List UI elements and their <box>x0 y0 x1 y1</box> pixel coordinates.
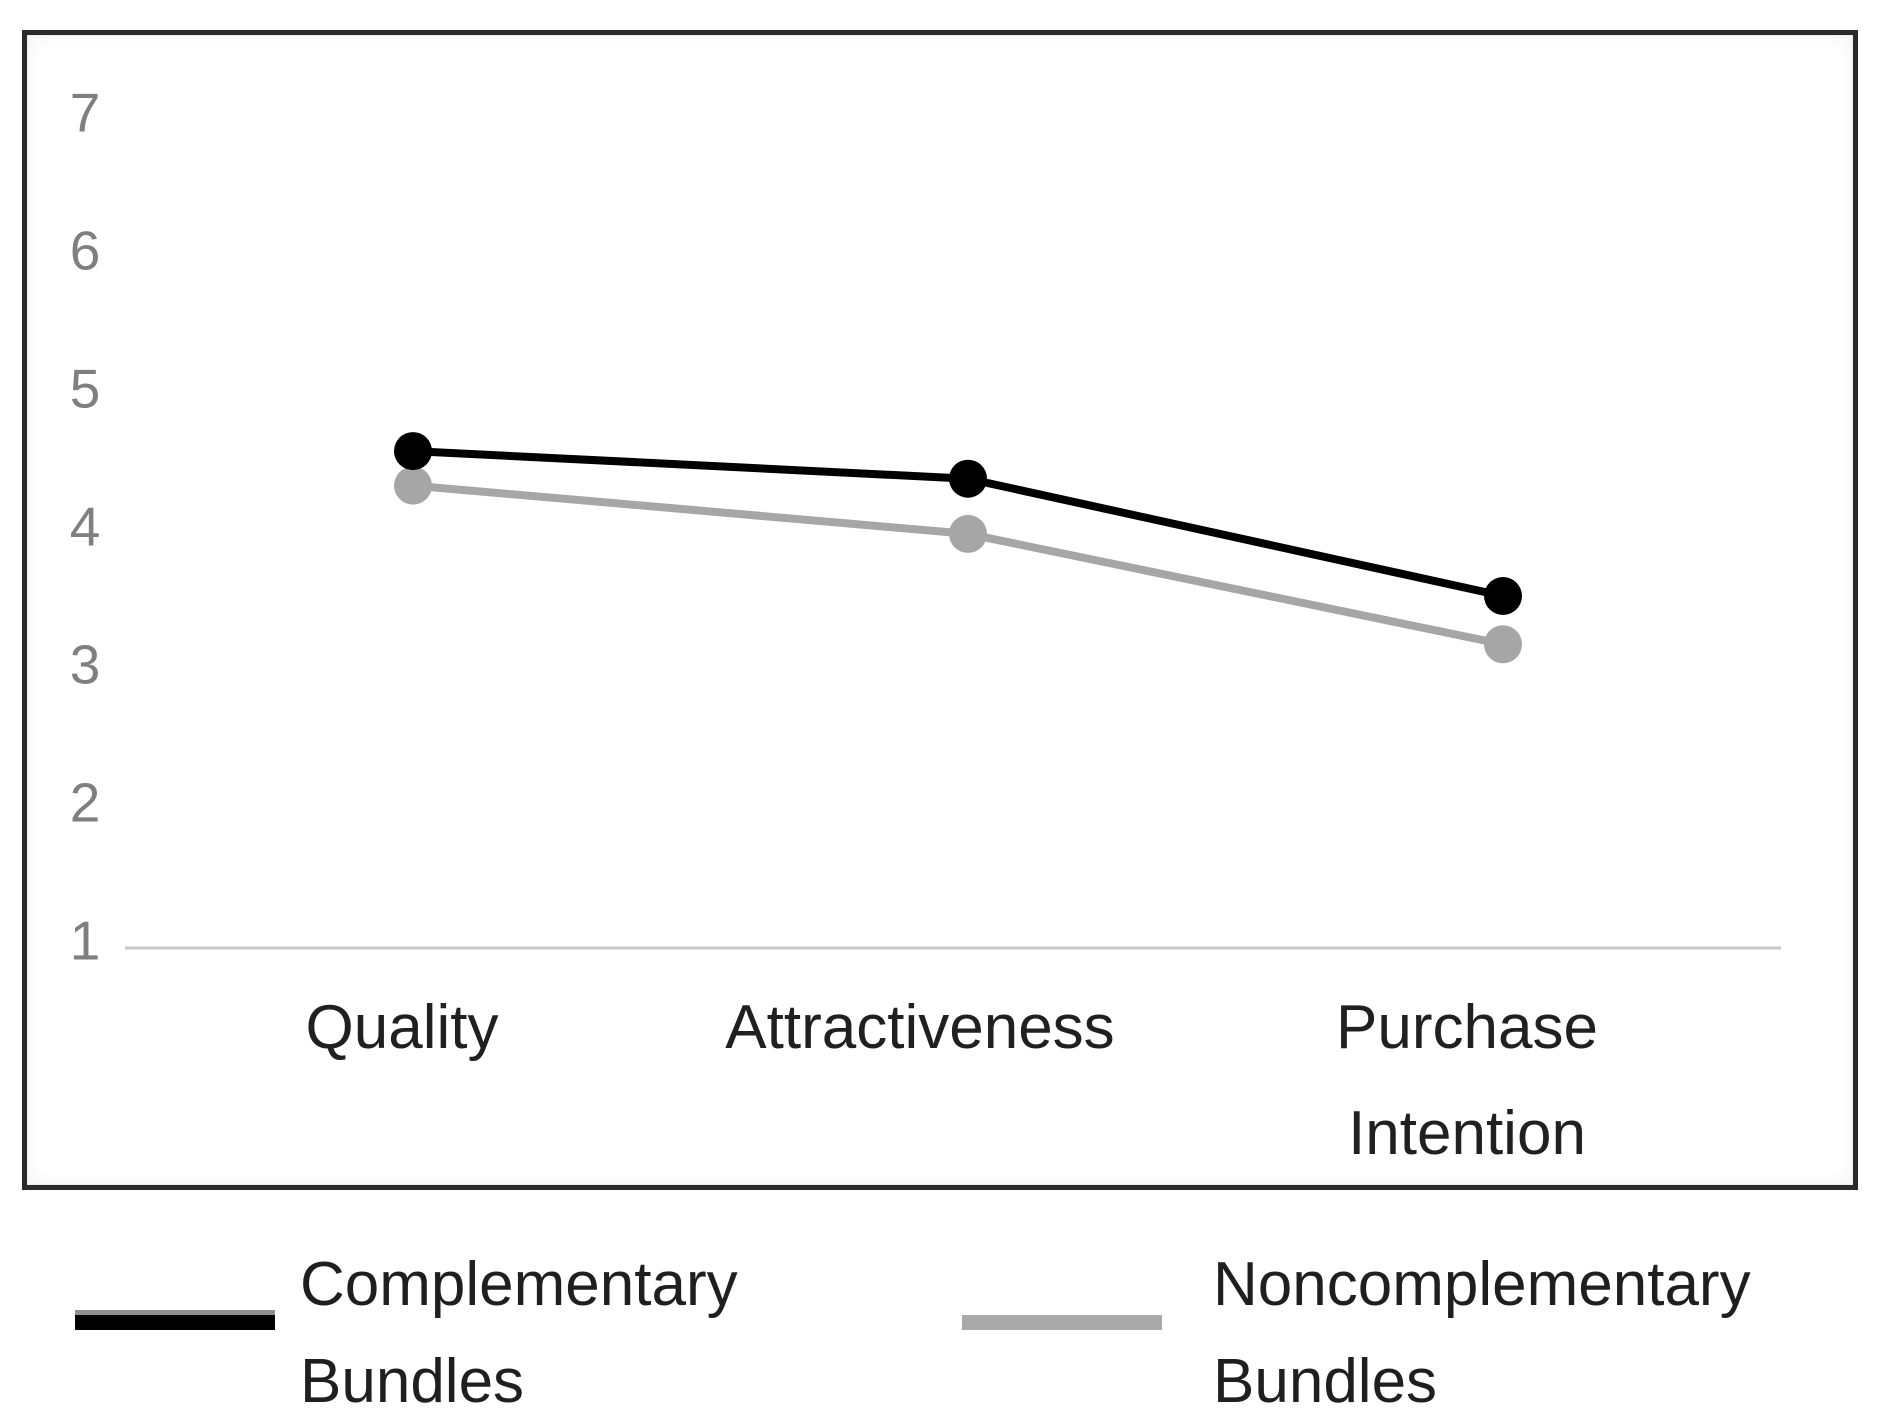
y-tick-label-7: 7 <box>69 81 101 144</box>
legend-label-complementary: Complementary Bundles <box>300 1250 738 1416</box>
y-tick-label-2: 2 <box>69 771 101 834</box>
x-category-label-quality: Quality <box>305 993 499 1062</box>
x-category-label-attractiveness: Attractiveness <box>725 993 1115 1062</box>
y-tick-label-6: 6 <box>69 219 101 282</box>
legend-label-noncomplementary: Noncomplementary Bundles <box>1213 1250 1751 1416</box>
legend-swatch-complementary-line <box>75 1310 275 1330</box>
y-tick-label-4: 4 <box>69 495 101 558</box>
legend-swatch-noncomplementary-line <box>962 1315 1162 1330</box>
x-category-label-purchase-intention: Purchase Intention <box>1336 993 1598 1168</box>
y-tick-label-1: 1 <box>69 909 101 972</box>
y-tick-label-3: 3 <box>69 633 101 696</box>
y-tick-label-5: 5 <box>69 357 101 420</box>
